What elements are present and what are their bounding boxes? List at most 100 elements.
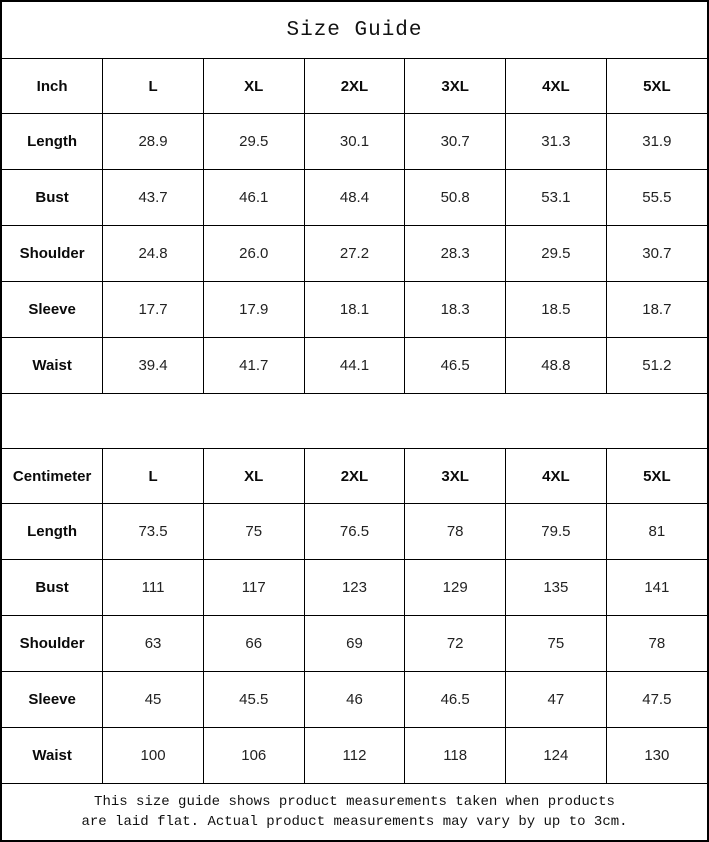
measurement-value-cell: 78: [404, 503, 507, 560]
measurement-value-cell: 44.1: [303, 337, 406, 394]
row-label-cell: Length: [2, 503, 104, 560]
measurement-value-cell: 78: [605, 615, 707, 672]
size-label-cell: XL: [202, 58, 305, 114]
measurement-row: Length 73.5 75 76.5 78 79.5 81: [2, 503, 707, 560]
measurement-value-cell: 30.7: [404, 113, 507, 170]
measurement-value-cell: 45: [102, 671, 204, 728]
measurement-value-cell: 46.5: [404, 671, 507, 728]
size-label-cell: 3XL: [404, 448, 507, 504]
measurement-value-cell: 46.1: [202, 169, 305, 226]
table-spacer: [2, 394, 707, 448]
measurement-row: Shoulder 63 66 69 72 75 78: [2, 615, 707, 672]
size-label-cell: L: [102, 58, 204, 114]
row-label-cell: Shoulder: [2, 225, 104, 282]
size-label-cell: 3XL: [404, 58, 507, 114]
measurement-row: Bust 111 117 123 129 135 141: [2, 559, 707, 616]
measurement-value-cell: 72: [404, 615, 507, 672]
measurement-value-cell: 43.7: [102, 169, 204, 226]
row-label-cell: Waist: [2, 337, 104, 394]
measurement-value-cell: 106: [202, 727, 305, 784]
measurement-row: Sleeve 45 45.5 46 46.5 47 47.5: [2, 671, 707, 728]
measurement-value-cell: 28.9: [102, 113, 204, 170]
measurement-row: Sleeve 17.7 17.9 18.1 18.3 18.5 18.7: [2, 281, 707, 338]
measurement-value-cell: 75: [202, 503, 305, 560]
row-label-cell: Length: [2, 113, 104, 170]
measurement-value-cell: 75: [505, 615, 607, 672]
measurement-value-cell: 141: [605, 559, 707, 616]
row-label-cell: Sleeve: [2, 671, 104, 728]
measurement-value-cell: 111: [102, 559, 204, 616]
measurement-value-cell: 81: [605, 503, 707, 560]
measurement-value-cell: 50.8: [404, 169, 507, 226]
size-label-cell: 5XL: [605, 448, 707, 504]
measurement-row: Length 28.9 29.5 30.1 30.7 31.3 31.9: [2, 113, 707, 170]
measurement-value-cell: 129: [404, 559, 507, 616]
size-header-row: Inch L XL 2XL 3XL 4XL 5XL: [2, 58, 707, 114]
row-label-cell: Waist: [2, 727, 104, 784]
size-label-cell: 4XL: [505, 58, 607, 114]
measurement-value-cell: 51.2: [605, 337, 707, 394]
measurement-value-cell: 24.8: [102, 225, 204, 282]
measurement-value-cell: 48.8: [505, 337, 607, 394]
centimeter-size-table: Centimeter L XL 2XL 3XL 4XL 5XL Length 73.5 75 76.…: [2, 448, 707, 784]
measurement-row: Bust 43.7 46.1 48.4 50.8 53.1 55.5: [2, 169, 707, 226]
measurement-value-cell: 31.9: [605, 113, 707, 170]
measurement-value-cell: 73.5: [102, 503, 204, 560]
measurement-value-cell: 18.3: [404, 281, 507, 338]
row-label-cell: Shoulder: [2, 615, 104, 672]
measurement-value-cell: 118: [404, 727, 507, 784]
measurement-value-cell: 26.0: [202, 225, 305, 282]
measurement-value-cell: 63: [102, 615, 204, 672]
measurement-value-cell: 18.7: [605, 281, 707, 338]
disclaimer-line-1: This size guide shows product measuremen…: [94, 794, 615, 810]
measurement-value-cell: 69: [303, 615, 406, 672]
measurement-row: Waist 39.4 41.7 44.1 46.5 48.8 51.2: [2, 337, 707, 394]
measurement-value-cell: 55.5: [605, 169, 707, 226]
measurement-value-cell: 39.4: [102, 337, 204, 394]
size-header-row: Centimeter L XL 2XL 3XL 4XL 5XL: [2, 448, 707, 504]
size-label-cell: L: [102, 448, 204, 504]
measurement-value-cell: 45.5: [202, 671, 305, 728]
measurement-value-cell: 17.7: [102, 281, 204, 338]
inch-size-table: Inch L XL 2XL 3XL 4XL 5XL Length 28.9 29.5 30.1 30.…: [2, 58, 707, 394]
row-label-cell: Sleeve: [2, 281, 104, 338]
measurement-value-cell: 112: [303, 727, 406, 784]
measurement-value-cell: 41.7: [202, 337, 305, 394]
measurement-value-cell: 17.9: [202, 281, 305, 338]
measurement-value-cell: 100: [102, 727, 204, 784]
measurement-value-cell: 46.5: [404, 337, 507, 394]
row-label-cell: Bust: [2, 169, 104, 226]
measurement-value-cell: 30.7: [605, 225, 707, 282]
measurement-value-cell: 46: [303, 671, 406, 728]
measurement-value-cell: 53.1: [505, 169, 607, 226]
measurement-value-cell: 47.5: [605, 671, 707, 728]
measurement-value-cell: 30.1: [303, 113, 406, 170]
unit-label-cell: Centimeter: [2, 448, 104, 504]
measurement-value-cell: 130: [605, 727, 707, 784]
size-label-cell: 5XL: [605, 58, 707, 114]
measurement-value-cell: 48.4: [303, 169, 406, 226]
row-label-cell: Bust: [2, 559, 104, 616]
measurement-value-cell: 79.5: [505, 503, 607, 560]
measurement-value-cell: 31.3: [505, 113, 607, 170]
measurement-value-cell: 28.3: [404, 225, 507, 282]
measurement-value-cell: 47: [505, 671, 607, 728]
measurement-value-cell: 66: [202, 615, 305, 672]
size-label-cell: 2XL: [303, 58, 406, 114]
page-title: Size Guide: [286, 18, 423, 42]
measurement-row: Shoulder 24.8 26.0 27.2 28.3 29.5 30.7: [2, 225, 707, 282]
measurement-value-cell: 29.5: [505, 225, 607, 282]
measurement-value-cell: 76.5: [303, 503, 406, 560]
size-label-cell: XL: [202, 448, 305, 504]
measurement-value-cell: 18.5: [505, 281, 607, 338]
measurement-disclaimer: This size guide shows product measuremen…: [2, 784, 707, 840]
measurement-value-cell: 29.5: [202, 113, 305, 170]
measurement-value-cell: 135: [505, 559, 607, 616]
measurement-value-cell: 18.1: [303, 281, 406, 338]
measurement-row: Waist 100 106 112 118 124 130: [2, 727, 707, 784]
size-label-cell: 4XL: [505, 448, 607, 504]
measurement-value-cell: 124: [505, 727, 607, 784]
unit-label-cell: Inch: [2, 58, 104, 114]
size-label-cell: 2XL: [303, 448, 406, 504]
